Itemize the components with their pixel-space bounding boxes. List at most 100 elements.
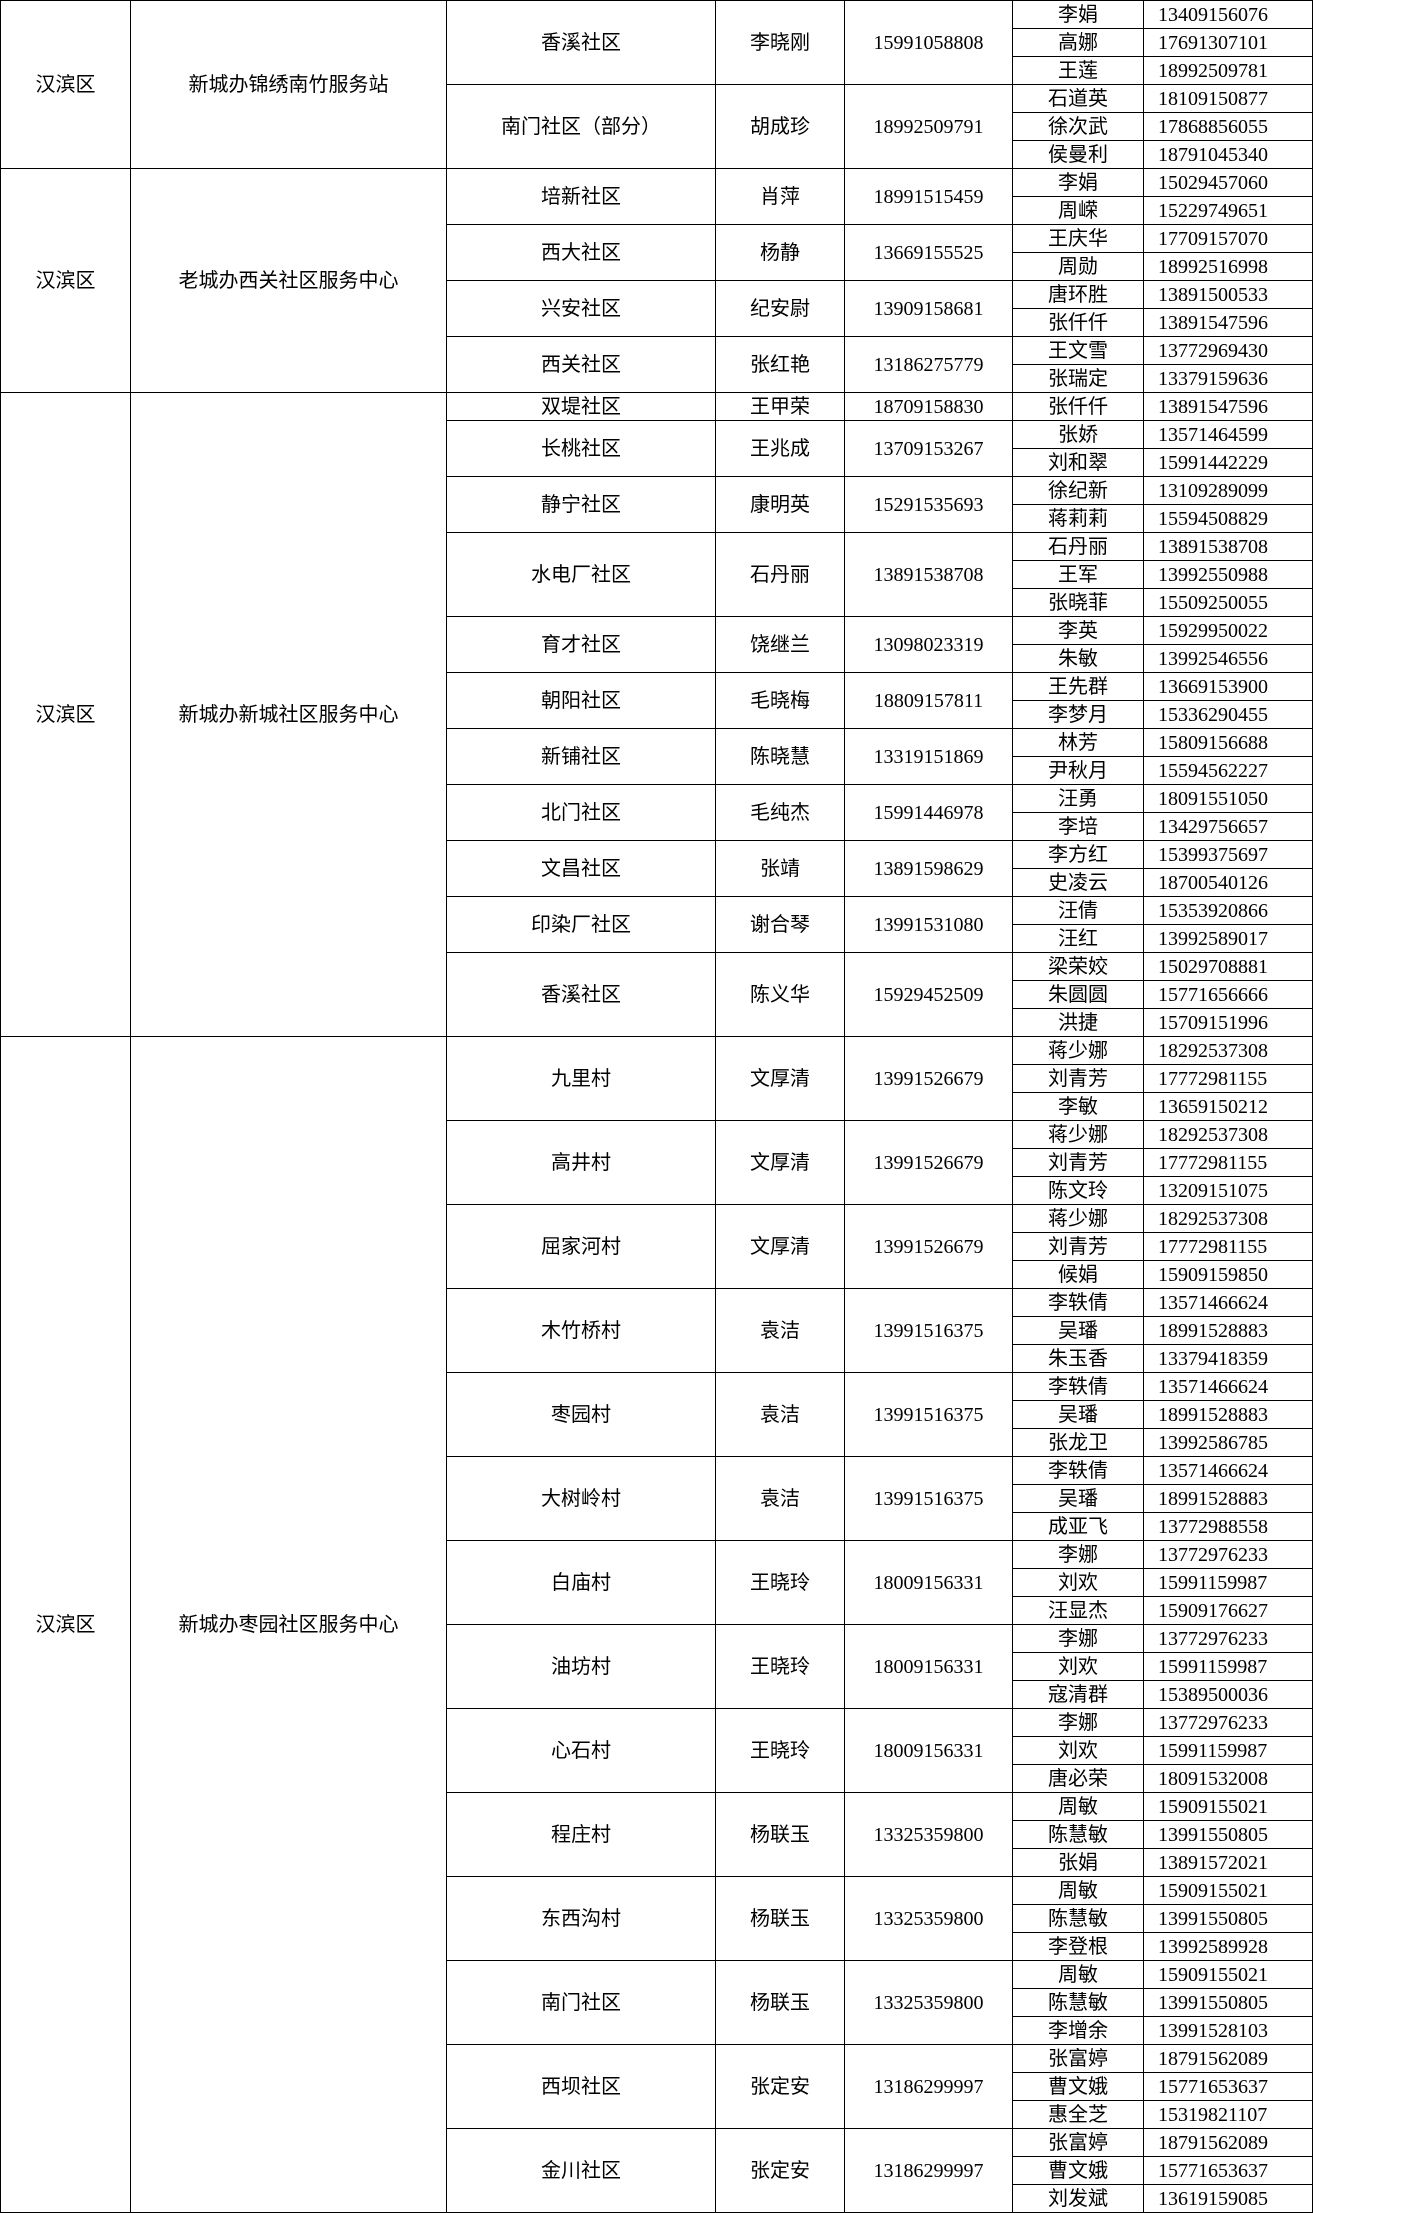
member-name: 梁荣姣 <box>1012 952 1144 981</box>
member-phone: 15909159850 <box>1143 1260 1313 1289</box>
member-name: 张娇 <box>1012 420 1144 449</box>
community-name: 兴安社区 <box>446 280 716 337</box>
table-row: 朝阳社区 毛晓梅 18809157811 王先群 13669153900 <box>1 672 1313 729</box>
member-name: 张瑞定 <box>1012 364 1144 393</box>
table-row: 枣园村 袁洁 13991516375 李轶倩 13571466624 <box>1 1372 1313 1457</box>
community-name: 培新社区 <box>446 168 716 225</box>
member-name: 朱圆圆 <box>1012 980 1144 1009</box>
leader-phone: 13991526679 <box>844 1120 1013 1205</box>
table-row: 张娟 13891572021 <box>1 1848 1313 1877</box>
table-row: 刘欢 15991159987 <box>1 1652 1313 1681</box>
member-phone: 15909155021 <box>1143 1792 1313 1821</box>
member-phone: 18109150877 <box>1143 84 1313 113</box>
leader-phone: 13325359800 <box>844 1792 1013 1877</box>
community-name: 静宁社区 <box>446 476 716 533</box>
member-name: 惠全芝 <box>1012 2100 1144 2129</box>
leader-name: 纪安尉 <box>715 280 845 337</box>
member-phone: 15991442229 <box>1143 448 1313 477</box>
table-row: 李登根 13992589928 <box>1 1932 1313 1961</box>
member-phone: 17772981155 <box>1143 1064 1313 1093</box>
member-name: 周敏 <box>1012 1792 1144 1821</box>
leader-phone: 18709158830 <box>844 392 1013 421</box>
leader-name: 王晓玲 <box>715 1708 845 1793</box>
member-phone: 15909176627 <box>1143 1596 1313 1625</box>
member-phone: 15909155021 <box>1143 1960 1313 1989</box>
member-phone: 13891572021 <box>1143 1848 1313 1877</box>
member-name: 周嵘 <box>1012 196 1144 225</box>
member-name: 刘发斌 <box>1012 2184 1144 2213</box>
member-name: 周敏 <box>1012 1876 1144 1905</box>
community-name: 九里村 <box>446 1036 716 1121</box>
member-phone: 13992589928 <box>1143 1932 1313 1961</box>
contact-table: 汉滨区 新城办锦绣南竹服务站 香溪社区 李晓刚 15991058808 李娟 1340915… <box>0 0 1313 2213</box>
service-center: 新城办枣园社区服务中心 <box>130 1036 447 2213</box>
member-phone: 18991528883 <box>1143 1484 1313 1513</box>
member-phone: 17691307101 <box>1143 28 1313 57</box>
leader-name: 袁洁 <box>715 1456 845 1541</box>
member-name: 张娟 <box>1012 1848 1144 1877</box>
member-name: 徐次武 <box>1012 112 1144 141</box>
community-name: 文昌社区 <box>446 840 716 897</box>
member-phone: 17868856055 <box>1143 112 1313 141</box>
member-phone: 13991550805 <box>1143 1988 1313 2017</box>
table-row: 陈文玲 13209151075 <box>1 1176 1313 1205</box>
table-row: 洪捷 15709151996 <box>1 1008 1313 1037</box>
member-name: 王军 <box>1012 560 1144 589</box>
leader-phone: 18009156331 <box>844 1624 1013 1709</box>
member-name: 王莲 <box>1012 56 1144 85</box>
leader-phone: 13186299997 <box>844 2128 1013 2213</box>
table-row: 高井村 文厚清 13991526679 蒋少娜 18292537308 <box>1 1120 1313 1205</box>
leader-phone: 15291535693 <box>844 476 1013 533</box>
member-phone: 13379418359 <box>1143 1344 1313 1373</box>
leader-name: 袁洁 <box>715 1372 845 1457</box>
table-row: 兴安社区 纪安尉 13909158681 唐环胜 13891500533 <box>1 280 1313 337</box>
community-name: 印染厂社区 <box>446 896 716 953</box>
member-phone: 13991550805 <box>1143 1904 1313 1933</box>
community-name: 程庄村 <box>446 1792 716 1877</box>
member-name: 吴璠 <box>1012 1400 1144 1429</box>
community-name: 西坝社区 <box>446 2044 716 2129</box>
leader-phone: 13098023319 <box>844 616 1013 673</box>
member-name: 李梦月 <box>1012 700 1144 729</box>
member-name: 陈慧敏 <box>1012 1820 1144 1849</box>
member-phone: 13571464599 <box>1143 420 1313 449</box>
member-name: 汪勇 <box>1012 784 1144 813</box>
member-name: 李增余 <box>1012 2016 1144 2045</box>
district: 汉滨区 <box>0 1036 131 2213</box>
table-row: 张仟仟 13891547596 <box>1 308 1313 337</box>
member-phone: 15709151996 <box>1143 1008 1313 1037</box>
table-row: 北门社区 毛纯杰 15991446978 汪勇 18091551050 <box>1 784 1313 841</box>
member-name: 侯曼利 <box>1012 140 1144 169</box>
leader-name: 文厚清 <box>715 1204 845 1289</box>
leader-name: 张定安 <box>715 2044 845 2129</box>
member-phone: 15771653637 <box>1143 2072 1313 2101</box>
member-phone: 13109289099 <box>1143 476 1313 505</box>
table-row: 徐次武 17868856055 <box>1 112 1313 141</box>
member-phone: 18992516998 <box>1143 252 1313 281</box>
leader-name: 肖萍 <box>715 168 845 225</box>
table-row: 育才社区 饶继兰 13098023319 李英 15929950022 <box>1 616 1313 673</box>
table-row: 文昌社区 张靖 13891598629 李方红 15399375697 <box>1 840 1313 897</box>
leader-name: 杨静 <box>715 224 845 281</box>
member-name: 汪红 <box>1012 924 1144 953</box>
leader-name: 毛纯杰 <box>715 784 845 841</box>
leader-name: 康明英 <box>715 476 845 533</box>
member-phone: 15399375697 <box>1143 840 1313 869</box>
table-row: 吴璠 18991528883 <box>1 1316 1313 1345</box>
member-phone: 15029457060 <box>1143 168 1313 197</box>
table-row: 李培 13429756657 <box>1 812 1313 841</box>
member-name: 张富婷 <box>1012 2128 1144 2157</box>
table-row: 刘青芳 17772981155 <box>1 1064 1313 1093</box>
community-name: 长桃社区 <box>446 420 716 477</box>
leader-phone: 18009156331 <box>844 1540 1013 1625</box>
member-name: 李方红 <box>1012 840 1144 869</box>
community-name: 油坊村 <box>446 1624 716 1709</box>
member-name: 蒋莉莉 <box>1012 504 1144 533</box>
table-row: 屈家河村 文厚清 13991526679 蒋少娜 18292537308 <box>1 1204 1313 1289</box>
community-name: 大树岭村 <box>446 1456 716 1541</box>
community-name: 南门社区 <box>446 1960 716 2045</box>
member-phone: 15771656666 <box>1143 980 1313 1009</box>
member-name: 李娟 <box>1012 168 1144 197</box>
member-phone: 13659150212 <box>1143 1092 1313 1121</box>
member-name: 李英 <box>1012 616 1144 645</box>
